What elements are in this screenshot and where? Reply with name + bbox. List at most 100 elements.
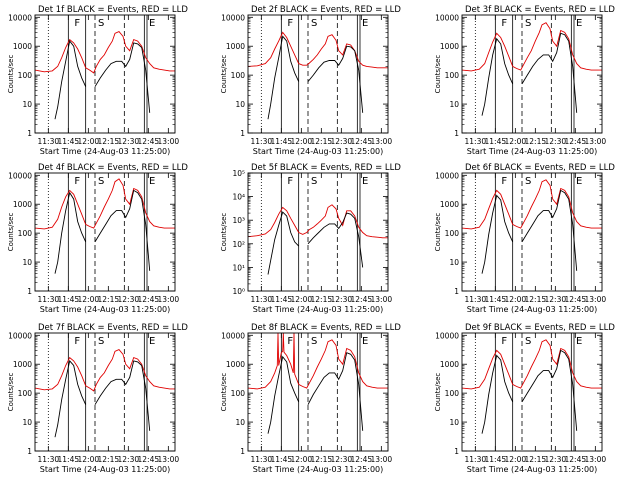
y-tick-label: 1 [240,129,245,138]
y-axis-label: Counts/sec [220,373,228,412]
plot-frame [247,172,389,292]
marker-label: S [98,18,104,29]
x-tick-label: 11:45 [58,295,80,304]
x-axis-label: Start Time (24-Aug-03 11:25:00) [253,147,384,156]
events-series-line [54,359,87,438]
y-tick-label: 10 [22,418,32,427]
x-tick-label: 13:00 [158,295,180,304]
y-tick-label: 10 [22,258,32,267]
x-tick-label: 12:15 [311,295,333,304]
chart-title: Det 9f BLACK = Events, RED = LLD [465,323,615,333]
x-tick-label: 11:45 [271,455,293,464]
chart-title: Det 3f BLACK = Events, RED = LLD [465,5,615,15]
chart-title: Det 4f BLACK = Events, RED = LLD [38,163,188,173]
x-tick-label: 12:45 [565,295,587,304]
y-axis-label: Counts/sec [220,213,228,252]
x-axis-label: Start Time (24-Aug-03 11:25:00) [40,305,171,314]
events-series-line [267,35,300,120]
marker-label: F [74,176,80,187]
events-series-line [94,189,151,271]
x-tick-label: 11:45 [271,295,293,304]
marker-label: E [362,336,368,347]
chart-panel: Det 7f BLACK = Events, RED = LLD F S E 1 10 10… [7,323,188,474]
x-axis-label: Start Time (24-Aug-03 11:25:00) [467,305,598,314]
x-tick-label: 12:45 [565,455,587,464]
marker-label: E [576,18,582,29]
x-tick-label: 12:45 [351,137,373,146]
marker-label: S [525,18,531,29]
x-tick-label: 13:00 [371,455,393,464]
y-axis-label: Counts/sec [7,55,15,94]
events-series-line [307,45,364,113]
y-tick-label: 10000 [8,13,32,22]
x-tick-label: 13:00 [158,137,180,146]
marker-label: S [311,176,317,187]
chart-panel: Det 3f BLACK = Events, RED = LLD F S E 1 10 10… [434,5,615,156]
marker-label: E [149,18,155,29]
marker-label: E [362,18,368,29]
y-tick-label: 10¹ [232,263,245,272]
marker-label: E [576,336,582,347]
y-tick-label: 10⁰ [232,287,245,296]
y-tick-label: 10000 [435,171,459,180]
events-series-line [307,212,364,268]
x-tick-label: 12:15 [525,137,547,146]
marker-label: E [576,176,582,187]
y-tick-label: 10000 [435,13,459,22]
plot-frame [461,332,603,452]
events-series-line [94,42,151,113]
chart-panel: Det 8f BLACK = Events, RED = LLD F S E 1 10 10… [220,323,401,474]
x-tick-label: 12:15 [311,137,333,146]
x-tick-label: 11:30 [465,455,487,464]
x-tick-label: 11:45 [485,455,507,464]
marker-label: S [525,336,531,347]
marker-label: F [287,336,293,347]
x-tick-label: 11:45 [485,295,507,304]
events-series-line [267,211,300,275]
y-axis-label: Counts/sec [434,373,442,412]
x-tick-label: 11:45 [485,137,507,146]
y-tick-label: 10 [449,100,459,109]
x-tick-label: 13:00 [585,295,607,304]
y-tick-label: 10² [232,240,245,249]
chart-panel: Det 2f BLACK = Events, RED = LLD F S E 1 10 10… [220,5,401,156]
chart-title: Det 6f BLACK = Events, RED = LLD [465,163,615,173]
x-tick-label: 12:00 [291,137,313,146]
y-tick-label: 1 [240,447,245,456]
x-tick-label: 12:45 [138,137,160,146]
x-tick-label: 11:30 [465,137,487,146]
marker-label: F [74,18,80,29]
y-tick-label: 1 [454,287,459,296]
x-tick-label: 13:00 [585,137,607,146]
x-tick-label: 12:15 [98,295,120,304]
x-tick-label: 12:45 [565,137,587,146]
y-tick-label: 10000 [8,331,32,340]
x-axis-label: Start Time (24-Aug-03 11:25:00) [253,465,384,474]
y-tick-label: 10 [449,258,459,267]
y-tick-label: 1 [27,129,32,138]
x-tick-label: 11:30 [38,137,60,146]
plot-frame [461,172,603,292]
y-tick-label: 1000 [13,42,32,51]
events-series-line [54,191,87,274]
y-tick-label: 100 [18,389,33,398]
x-tick-label: 11:30 [38,455,60,464]
x-axis-label: Start Time (24-Aug-03 11:25:00) [253,305,384,314]
chart-title: Det 2f BLACK = Events, RED = LLD [251,5,401,15]
x-tick-label: 12:15 [525,295,547,304]
chart-panel: Det 9f BLACK = Events, RED = LLD F S E 1 10 10… [434,323,615,474]
y-tick-label: 10 [235,100,245,109]
y-tick-label: 1 [27,287,32,296]
events-series-line [481,354,514,434]
x-tick-label: 12:15 [98,455,120,464]
lld-series-line [35,349,175,392]
y-tick-label: 100 [445,229,460,238]
x-tick-label: 12:45 [138,455,160,464]
chart-title: Det 5f BLACK = Events, RED = LLD [251,163,401,173]
x-tick-label: 12:45 [351,455,373,464]
marker-label: S [98,336,104,347]
events-series-line [481,194,514,274]
chart-title: Det 7f BLACK = Events, RED = LLD [38,323,188,333]
y-tick-label: 10000 [221,331,245,340]
